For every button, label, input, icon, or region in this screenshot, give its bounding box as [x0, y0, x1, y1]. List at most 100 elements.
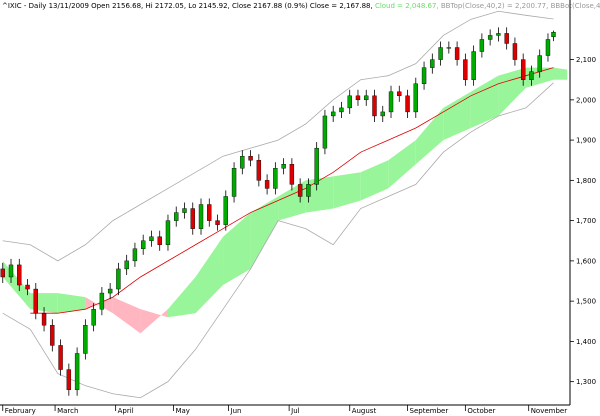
- candle-body: [58, 345, 63, 370]
- candle-body: [520, 59, 526, 80]
- y-tick-label: 1,300: [576, 378, 596, 386]
- line-series: [2, 82, 554, 399]
- candle-body: [537, 55, 542, 72]
- candle-body: [438, 47, 443, 60]
- x-tick-label: September: [410, 407, 449, 415]
- x-tick-label: February: [5, 407, 36, 415]
- candle-body: [347, 95, 352, 109]
- candle-body: [124, 260, 129, 270]
- candle-body: [512, 43, 518, 60]
- candle-body: [397, 91, 402, 97]
- candle-body: [339, 107, 344, 113]
- x-tick-label: October: [467, 407, 495, 415]
- x-tick-label: Jun: [230, 407, 242, 415]
- candle-body: [50, 325, 55, 346]
- candle-body: [0, 268, 5, 278]
- candle-body: [551, 32, 556, 37]
- candle-body: [190, 208, 195, 229]
- candle-body: [223, 196, 228, 225]
- y-tick-label: 1,400: [576, 338, 596, 346]
- candle-body: [25, 284, 30, 290]
- candle-body: [157, 236, 162, 245]
- candle-body: [496, 33, 501, 36]
- candle-body: [487, 35, 493, 40]
- cloud-segment: [415, 107, 444, 165]
- candle-body: [207, 204, 212, 221]
- y-tick-label: 1,700: [576, 217, 596, 225]
- y-tick-label: 1,900: [576, 137, 596, 145]
- cloud-segment: [498, 67, 526, 116]
- candle-body: [364, 95, 369, 101]
- header-part: ^IXIC - Daily 13/11/2009 Open 2156.68, H…: [2, 2, 375, 10]
- y-tick-label: 2,000: [576, 96, 596, 104]
- candle-body: [322, 115, 328, 149]
- candle-body: [248, 156, 253, 161]
- candle-body: [66, 369, 72, 390]
- header-part: BBBot(Close,40,2) = 2,042.38,: [551, 2, 600, 10]
- candle-body: [107, 288, 113, 294]
- candle-body: [140, 240, 146, 249]
- candle-body: [116, 268, 121, 290]
- candle-body: [289, 164, 295, 185]
- cloud-segment: [112, 297, 141, 334]
- cloud-segment: [195, 236, 224, 314]
- header-part: BBTop(Close,40,2) = 2,200.77,: [441, 2, 551, 10]
- x-tick-label: May: [175, 407, 189, 415]
- candle-body: [454, 47, 460, 60]
- candle-body: [446, 47, 452, 49]
- header-part: Cloud = 2,048.67,: [375, 2, 441, 10]
- candle-body: [231, 168, 237, 197]
- candle-body: [99, 292, 105, 310]
- candle-body: [74, 353, 80, 390]
- cloud-segment: [305, 176, 334, 213]
- candle-body: [240, 156, 245, 169]
- x-tick-label: March: [57, 407, 78, 415]
- candle-body: [215, 220, 220, 225]
- cloud-segment: [388, 140, 416, 189]
- y-tick-label: 1,500: [576, 298, 596, 306]
- cloud-segment: [250, 196, 279, 269]
- candle-body: [430, 59, 435, 68]
- candle-body: [413, 83, 418, 113]
- cloud-segment: [470, 75, 499, 129]
- candle-body: [132, 248, 138, 262]
- y-tick-label: 1,800: [576, 177, 596, 185]
- x-tick-label: November: [531, 407, 568, 415]
- line-series: [2, 10, 554, 262]
- cloud-segment: [167, 276, 196, 318]
- candle-body: [388, 91, 394, 113]
- cloud-segment: [333, 172, 361, 209]
- candle-body: [91, 308, 96, 326]
- candle-body: [421, 67, 427, 84]
- candle-body: [297, 184, 303, 197]
- y-tick-label: 1,600: [576, 257, 596, 265]
- candle-body: [330, 111, 336, 117]
- x-tick-label: August: [352, 407, 377, 415]
- candle-body: [372, 95, 377, 117]
- candle-body: [463, 59, 468, 80]
- line-series: [30, 67, 554, 314]
- y-tick-label: 2,100: [576, 56, 596, 64]
- cloud-segment: [57, 293, 86, 314]
- cloud-segment: [140, 309, 168, 334]
- candle-body: [83, 325, 88, 354]
- cloud-segment: [360, 160, 389, 201]
- candle-body: [405, 95, 410, 113]
- candle-body: [273, 168, 278, 189]
- chart-header: ^IXIC - Daily 13/11/2009 Open 2156.68, H…: [2, 2, 600, 10]
- candle-body: [355, 95, 361, 101]
- cloud-segment: [443, 91, 471, 141]
- candle-body: [545, 39, 551, 56]
- candle-body: [8, 264, 14, 278]
- candle-body: [149, 236, 154, 241]
- candle-body: [33, 288, 38, 314]
- cloud-segment: [85, 297, 113, 314]
- candle-body: [174, 212, 179, 221]
- candle-body: [17, 264, 22, 286]
- cloud-segment: [223, 212, 251, 286]
- candle-body: [264, 180, 270, 189]
- candle-body: [504, 33, 509, 44]
- candle-body: [165, 220, 171, 245]
- candle-body: [198, 204, 204, 229]
- candle-body: [314, 147, 319, 185]
